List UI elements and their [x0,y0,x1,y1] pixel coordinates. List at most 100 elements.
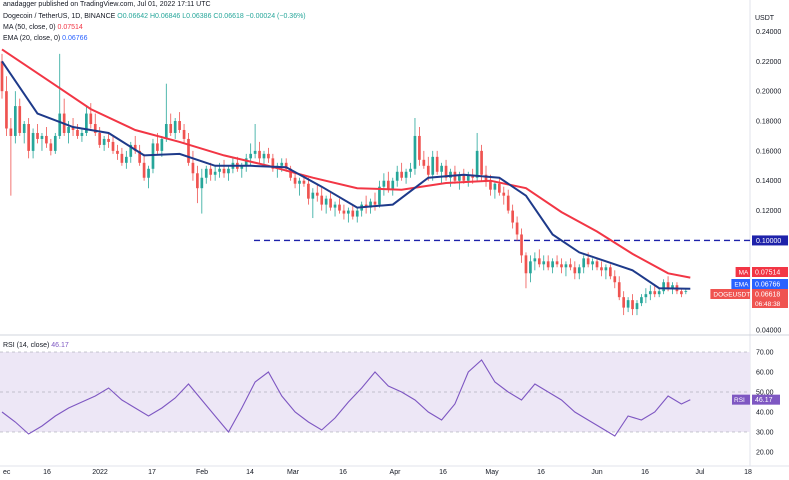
candle-body [173,121,177,133]
candle-body [244,158,248,166]
time-tick-label: 16 [43,469,51,476]
candle-body [418,135,421,160]
candle-body [404,171,408,178]
candle-body [289,168,292,178]
candle-body [182,129,186,139]
rsi-name-label: RSI [734,397,745,404]
candle-body [422,159,426,166]
candle-body [271,158,275,169]
candle-body [489,180,492,190]
candle-body [107,138,110,142]
dogeusdt-name-tag [710,289,750,299]
rsi-tick-label: 70.00 [756,350,774,357]
dogeusdt-countdown-label: 06:48:38 [755,301,781,308]
candle-body [666,282,670,289]
price-tick-label: 0.04000 [756,328,781,335]
ema-name-tag [731,279,750,289]
candle-body [671,285,674,289]
candle-body [631,300,634,310]
price-tick-label: 0.22000 [756,59,781,66]
candle-body [71,126,75,130]
ma-name-tag [735,267,750,277]
candle-body [200,177,204,189]
candle-body [680,291,683,295]
candle-body [280,162,284,166]
candle-body [124,156,128,163]
candle-body [13,106,17,136]
candle-body [315,192,319,196]
candle-body [662,282,665,292]
candle-body [440,165,443,172]
candle-body [657,291,661,295]
candle-body [320,195,324,205]
candle-body [213,171,217,175]
ohlc-values: O0.06642 H0.06846 L0.06386 C0.06618 −0.0… [117,13,306,20]
candle-body [187,138,190,163]
rsi-line [1,359,691,437]
ema-legend-label: EMA (20, close, 0) [3,35,61,42]
candle-body [591,261,594,265]
candle-body [156,143,159,151]
candle-body [284,162,288,169]
symbol-name: Dogecoin / TetherUS, 1D, BINANCE [3,13,116,20]
price-tick-label: 0.16000 [756,148,781,155]
candle-body [5,91,8,129]
candle-body [293,177,297,184]
price-tick-label: 0.24000 [756,29,781,36]
time-tick-label: 16 [641,469,649,476]
rsi-legend-label: RSI (14, close) [3,342,50,349]
candle-body [497,183,501,193]
candle-body [644,294,648,298]
candle-body [493,183,497,190]
rsi-name-tag [732,394,750,405]
candle-body [413,135,417,169]
candle-body [151,143,155,169]
candle-body [27,124,30,151]
candle-body [240,165,244,169]
time-tick-label: ec [3,469,11,476]
candle-body [653,291,657,295]
currency-label: USDT [755,15,775,22]
candle-body [169,124,173,133]
candle-body [329,198,332,208]
candle-body [395,171,399,181]
candle-body [564,264,568,268]
candle-body [595,261,599,268]
ma-legend: MA (50, close, 0) 0.07514 [3,24,83,31]
candle-body [222,168,226,174]
candle-body [129,144,133,157]
candle-body [435,156,439,172]
ma-value-tag [752,267,788,277]
time-tick-label: Feb [196,469,208,476]
candle-body [506,195,510,211]
candle-body [604,267,608,271]
candle-body [191,162,195,174]
candle-body [85,113,88,133]
time-tick-label: 18 [744,469,752,476]
candle-body [58,113,62,136]
rsi-tick-label: 40.00 [756,410,774,417]
symbol-title: Dogecoin / TetherUS, 1D, BINANCE O0.0664… [3,13,306,20]
candle-body [18,106,22,133]
candle-body [196,173,199,189]
candle-body [120,153,124,163]
candle-body [49,143,53,151]
ma-legend-label: MA (50, close, 0) [3,24,56,31]
candle-body [635,303,639,310]
candle-body [36,132,39,139]
candle-body [147,168,150,178]
candle-body [160,138,164,151]
candle-body [164,124,168,139]
candle-body [45,135,48,144]
candle-body [298,180,301,184]
candle-body [560,264,563,268]
candle-body [31,132,35,151]
candle-body [458,174,461,181]
candle-body [502,192,506,196]
dogeusdt-countdown-tag [752,299,788,308]
candle-body [111,141,115,151]
candle-body [648,291,652,295]
candle-body [142,162,146,178]
time-tick-label: 16 [537,469,545,476]
